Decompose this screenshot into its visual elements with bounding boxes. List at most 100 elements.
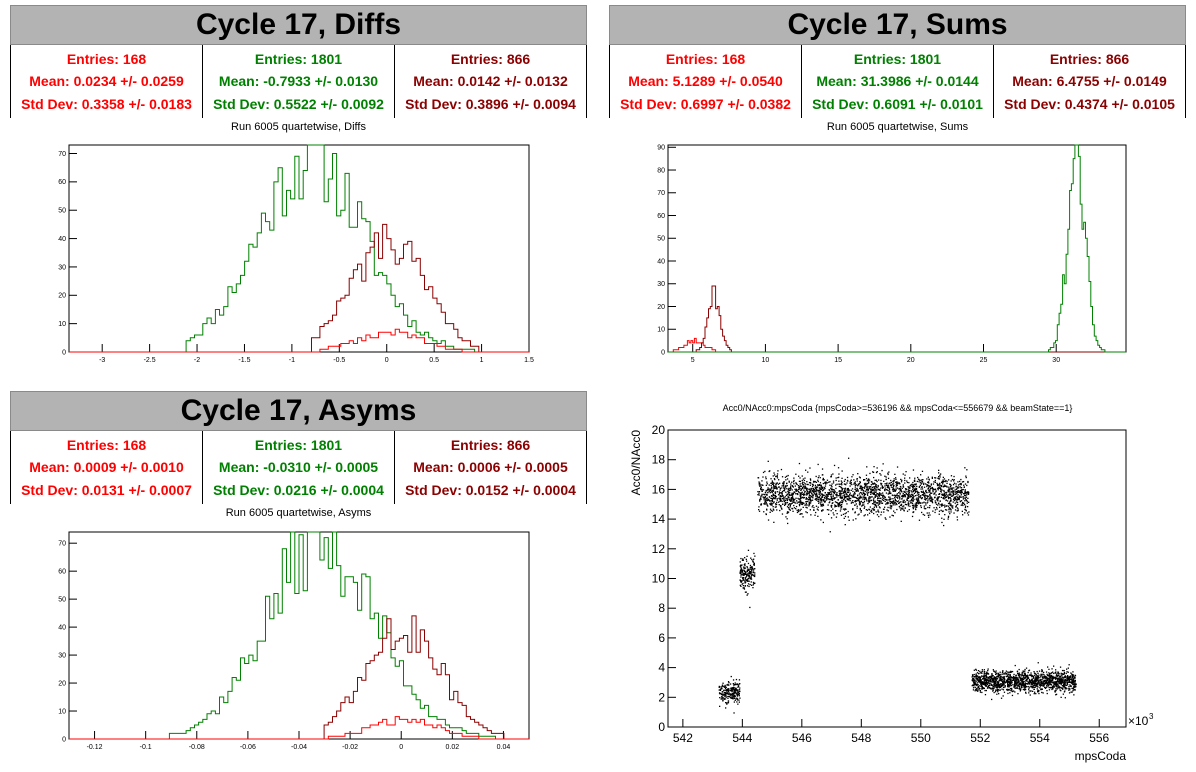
scatter-point	[1071, 673, 1073, 675]
scatter-point	[772, 502, 775, 504]
scatter-point	[938, 513, 940, 515]
scatter-point	[919, 484, 921, 486]
stat-std: Std Dev: 0.0216 +/- 0.0004	[213, 481, 384, 498]
scatter-point	[737, 685, 740, 688]
scatter-point	[864, 484, 866, 486]
scatter-point	[1003, 673, 1005, 675]
scatter-point	[795, 489, 798, 491]
scatter-point	[725, 702, 727, 704]
scatter-point	[994, 682, 997, 684]
scatter-point	[999, 673, 1001, 676]
scatter-point	[962, 493, 965, 495]
scatter-point	[1009, 680, 1012, 682]
scatter-point	[1000, 697, 1003, 699]
scatter-point	[906, 481, 909, 484]
scatter-point	[793, 479, 795, 482]
scatter-point	[809, 509, 811, 511]
scatter-point	[795, 505, 798, 508]
scatter-point	[754, 568, 756, 570]
scatter-point	[910, 498, 913, 501]
scatter-point	[819, 492, 822, 494]
scatter-point	[1008, 676, 1010, 679]
scatter-point	[816, 489, 818, 491]
scatter-point	[819, 482, 822, 484]
scatter-point	[873, 488, 876, 490]
scatter-point	[995, 689, 997, 691]
scatter-point	[978, 676, 980, 678]
scatter-point	[949, 494, 951, 496]
scatter-point	[903, 509, 905, 511]
scatter-point	[1045, 680, 1048, 682]
scatter-point	[831, 504, 833, 507]
scatter-point	[948, 509, 950, 511]
scatter-point	[812, 481, 815, 483]
scatter-point	[937, 477, 939, 479]
scatter-point	[926, 492, 928, 494]
scatter-point	[878, 495, 880, 498]
scatter-point	[1071, 679, 1073, 682]
scatter-point	[948, 511, 950, 513]
y-tick-label: 50	[58, 208, 66, 215]
scatter-point	[736, 701, 738, 703]
scatter-point	[854, 512, 856, 514]
scatter-point	[767, 499, 769, 501]
scatter-point	[725, 707, 727, 709]
scatter-point	[997, 675, 1000, 677]
scatter-point	[791, 507, 793, 510]
scatter-point	[916, 497, 918, 499]
scatter-point	[802, 497, 805, 499]
scatter-point	[1005, 673, 1007, 675]
scatter-point	[939, 504, 941, 506]
scatter-point	[965, 476, 967, 479]
scatter-point	[809, 489, 811, 492]
scatter-point	[920, 483, 923, 485]
scatter-point	[786, 518, 788, 520]
asyms-stats-box: Entries: 168 Mean: 0.0009 +/- 0.0010 Std…	[10, 431, 587, 504]
scatter-point	[906, 491, 908, 493]
scatter-point	[1059, 675, 1061, 677]
scatter-point	[875, 471, 878, 474]
scatter-point	[768, 484, 770, 486]
scatter-point	[779, 500, 781, 502]
scatter-point	[1039, 677, 1041, 679]
scatter-point	[1069, 675, 1072, 677]
scatter-point	[828, 498, 830, 500]
scatter-point	[899, 501, 901, 504]
scatter-point	[795, 483, 797, 485]
scatter-point	[775, 485, 777, 488]
scatter-point	[912, 489, 914, 491]
scatter-point	[966, 469, 968, 471]
scatter-point	[746, 575, 748, 577]
scatter-point	[848, 457, 850, 459]
scatter-point	[834, 497, 836, 499]
scatter-point	[832, 494, 834, 496]
scatter-point	[982, 687, 984, 690]
scatter-point	[880, 494, 882, 496]
scatter-point	[864, 490, 866, 492]
scatter-point	[942, 476, 944, 478]
scatter-point	[975, 677, 977, 679]
scatter-point	[955, 497, 957, 499]
scatter-point	[873, 501, 876, 503]
scatter-point	[1044, 680, 1046, 682]
scatter-point	[772, 488, 774, 490]
scatter-point	[863, 498, 866, 501]
scatter-point	[738, 690, 740, 693]
scatter-point	[1031, 675, 1034, 677]
scatter-point	[815, 511, 817, 514]
scatter-point	[775, 496, 777, 498]
scatter-point	[981, 691, 983, 694]
scatter-point	[749, 606, 751, 609]
scatter-point	[814, 490, 817, 492]
scatter-point	[784, 485, 786, 487]
scatter-point	[902, 486, 905, 488]
scatter-point	[944, 504, 946, 506]
scatter-point	[774, 492, 777, 494]
scatter-point	[1012, 676, 1014, 679]
scatter-point	[751, 566, 753, 568]
scatter-point	[894, 489, 897, 492]
x-tick-label: 548	[851, 731, 871, 745]
scatter-point	[814, 498, 816, 500]
scatter-point	[749, 583, 751, 586]
scatter-point	[1058, 673, 1060, 675]
